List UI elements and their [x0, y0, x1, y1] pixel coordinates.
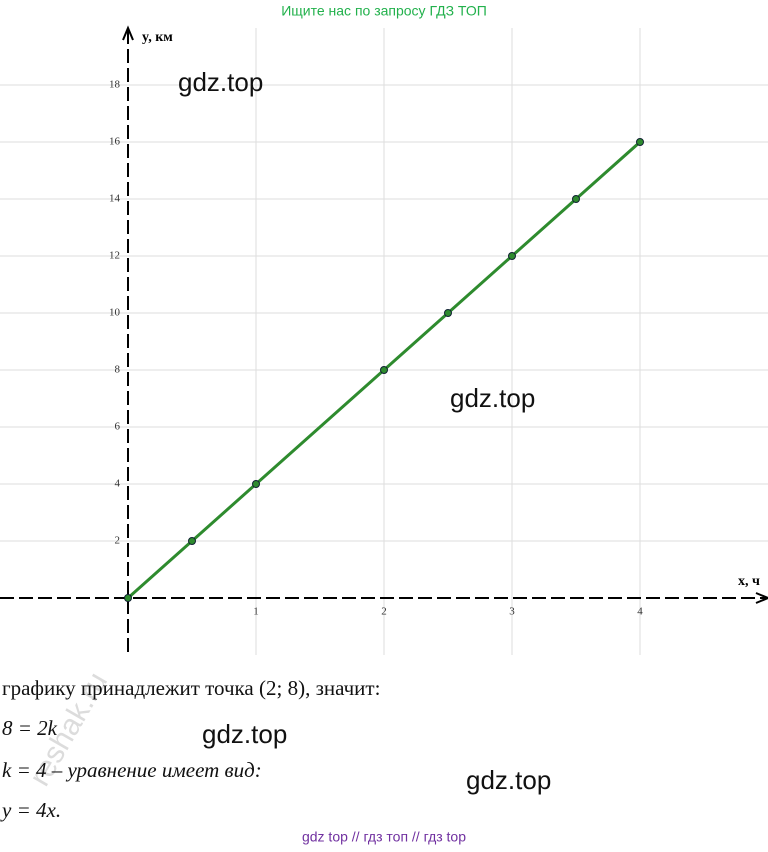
- footer: gdz top // гдз топ // гдз top: [302, 829, 466, 845]
- y-tick-label: 12: [109, 250, 120, 262]
- point: [444, 309, 452, 317]
- y-axis-label: y, км: [142, 30, 173, 45]
- watermark: gdz.top: [466, 765, 551, 795]
- y-tick-label: 14: [109, 193, 121, 205]
- y-axis-arrow: [122, 25, 134, 41]
- y-tick-label: 18: [109, 79, 121, 91]
- point: [508, 252, 516, 260]
- point: [124, 594, 132, 602]
- point: [380, 366, 388, 374]
- point: [572, 195, 580, 203]
- point: [636, 138, 644, 146]
- y-tick-label: 6: [115, 421, 121, 433]
- watermark: gdz.top: [202, 719, 287, 749]
- x-tick-label: 3: [509, 606, 515, 618]
- text-line: k = 4 – уравнение имеет вид:: [2, 758, 262, 782]
- y-tick-label: 4: [115, 478, 121, 490]
- watermark: gdz.top: [450, 383, 535, 413]
- x-tick-label: 4: [637, 606, 643, 618]
- text-line: 8 = 2k: [2, 716, 58, 740]
- y-tick-label: 10: [109, 307, 121, 319]
- y-tick-label: 8: [115, 364, 121, 376]
- text-line: y = 4x.: [0, 798, 61, 822]
- x-axis-arrow: [755, 592, 768, 604]
- point: [188, 537, 196, 545]
- point: [252, 480, 260, 488]
- line: [127, 140, 641, 600]
- x-tick-label: 2: [381, 606, 387, 618]
- text-line: графику принадлежит точка (2; 8), значит…: [2, 676, 380, 700]
- watermark: gdz.top: [178, 67, 263, 97]
- y-tick-label: 16: [109, 136, 121, 148]
- y-tick-label: 2: [115, 535, 121, 547]
- header: Ищите нас по запросу ГДЗ ТОП: [281, 3, 487, 19]
- x-tick-label: 1: [253, 606, 259, 618]
- x-axis-label: x, ч: [738, 574, 760, 589]
